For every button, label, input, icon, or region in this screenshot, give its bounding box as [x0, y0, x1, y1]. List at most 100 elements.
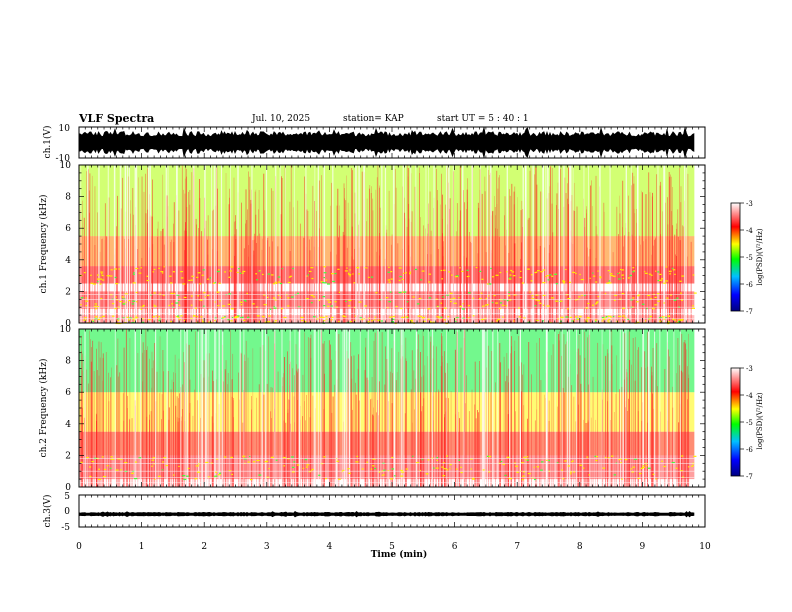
strong-emission-speck: [177, 299, 180, 301]
strong-emission-speck: [216, 291, 220, 293]
strong-emission-speck: [427, 318, 430, 320]
strong-emission-speck: [402, 272, 405, 274]
strong-emission-speck: [608, 282, 610, 284]
strong-emission-speck: [169, 275, 172, 277]
strong-emission-speck: [187, 467, 190, 469]
ch3-waveform-ylabel: ch.3(V): [42, 495, 53, 528]
strong-emission-speck: [327, 305, 330, 307]
strong-emission-speck: [540, 469, 543, 471]
strong-emission-speck: [400, 471, 405, 473]
colorbar-tick-label: -3: [746, 200, 753, 208]
strong-emission-speck: [178, 304, 181, 306]
strong-emission-speck: [224, 316, 226, 318]
strong-emission-speck: [642, 303, 645, 305]
strong-emission-speck: [594, 319, 598, 321]
strong-emission-speck: [693, 292, 697, 294]
strong-emission-speck: [521, 479, 524, 481]
strong-emission-speck: [562, 281, 566, 283]
strong-emission-speck: [510, 269, 513, 272]
ch3-waveform-trace: [78, 510, 695, 518]
strong-emission-speck: [488, 455, 492, 458]
strong-emission-speck: [375, 292, 378, 294]
strong-emission-speck: [442, 475, 446, 477]
strong-emission-speck: [201, 274, 204, 276]
strong-emission-speck: [542, 281, 546, 284]
strong-emission-speck: [443, 319, 446, 321]
strong-emission-speck: [571, 320, 574, 322]
strong-emission-speck: [197, 295, 199, 297]
strong-emission-speck: [573, 471, 575, 473]
strong-emission-speck: [142, 304, 145, 307]
strong-emission-speck: [567, 297, 571, 300]
strong-emission-speck: [240, 304, 243, 306]
time-tick-label: 3: [264, 542, 270, 552]
strong-emission-speck: [562, 280, 565, 282]
strong-emission-speck: [433, 467, 435, 469]
strong-emission-speck: [349, 275, 351, 277]
strong-emission-speck: [207, 476, 210, 478]
strong-emission-speck: [228, 276, 231, 278]
strong-emission-speck: [555, 300, 559, 302]
strong-emission-speck: [449, 467, 451, 470]
strong-emission-speck: [175, 302, 179, 304]
strong-emission-speck: [621, 478, 623, 480]
strong-emission-speck: [575, 299, 577, 301]
strong-emission-speck: [347, 468, 350, 470]
strong-emission-speck: [391, 456, 394, 459]
strong-emission-speck: [91, 319, 94, 321]
strong-emission-speck: [127, 319, 131, 321]
strong-emission-speck: [153, 268, 156, 271]
strong-emission-speck: [560, 316, 564, 318]
strong-emission-speck: [446, 294, 450, 296]
strong-emission-speck: [563, 282, 565, 284]
strong-emission-speck: [692, 464, 694, 467]
ch1-colorbar-label: log(PSD)(V²/Hz): [756, 228, 764, 285]
strong-emission-speck: [607, 457, 610, 459]
strong-emission-speck: [322, 320, 326, 322]
strong-emission-speck: [186, 475, 189, 477]
strong-emission-speck: [607, 270, 611, 272]
strong-emission-speck: [508, 278, 512, 280]
strong-emission-speck: [678, 319, 682, 321]
strong-emission-speck: [325, 478, 327, 480]
strong-emission-speck: [230, 266, 234, 268]
freq-tick-label: 2: [65, 287, 71, 297]
strong-emission-speck: [582, 467, 585, 469]
strong-emission-speck: [243, 319, 246, 321]
time-tick-label: 7: [514, 542, 520, 552]
colorbar-tick-label: -5: [746, 254, 753, 262]
strong-emission-speck: [655, 270, 657, 272]
strong-emission-speck: [364, 267, 366, 269]
strong-emission-speck: [101, 456, 104, 458]
strong-emission-speck: [142, 305, 145, 308]
strong-emission-speck: [358, 273, 361, 275]
strong-emission-speck: [91, 460, 94, 463]
strong-emission-speck: [347, 272, 350, 274]
time-tick-label: 8: [577, 542, 583, 552]
strong-emission-speck: [268, 467, 270, 470]
strong-emission-speck: [642, 465, 645, 467]
strong-emission-speck: [570, 471, 573, 473]
strong-emission-speck: [247, 461, 250, 463]
colorbar-tick-label: -4: [746, 392, 753, 400]
strong-emission-speck: [228, 293, 232, 295]
strong-emission-speck: [436, 459, 438, 462]
strong-emission-speck: [259, 270, 261, 272]
strong-emission-speck: [624, 458, 628, 461]
strong-emission-speck: [330, 273, 335, 275]
strong-emission-speck: [323, 305, 326, 307]
strong-emission-speck: [498, 307, 501, 310]
strong-emission-speck: [671, 461, 675, 464]
strong-emission-speck: [263, 304, 267, 306]
strong-emission-speck: [666, 297, 669, 299]
strong-emission-speck: [592, 272, 594, 274]
strong-emission-speck: [150, 294, 152, 296]
strong-emission-speck: [277, 281, 281, 283]
strong-emission-speck: [188, 279, 191, 282]
strong-emission-speck: [380, 320, 383, 322]
strong-emission-speck: [466, 275, 469, 278]
strong-emission-speck: [121, 296, 125, 298]
strong-emission-speck: [589, 277, 591, 279]
strong-emission-speck: [155, 305, 157, 307]
